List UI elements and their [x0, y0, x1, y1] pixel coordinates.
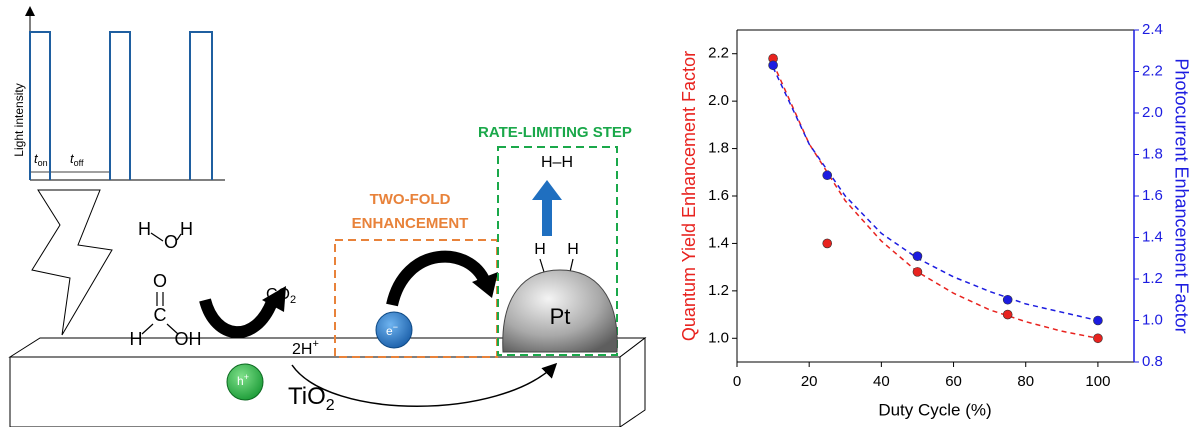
two-fold-label: ENHANCEMENT — [352, 215, 469, 232]
y2-tick-label: 1.0 — [1142, 311, 1163, 328]
y2-axis-label: Photocurrent Enhancement Factor — [1171, 58, 1191, 333]
h2-arrow — [532, 180, 562, 236]
y2-tick-label: 2.4 — [1142, 21, 1163, 38]
y-axis-label: Quantum Yield Enhancement Factor — [679, 51, 699, 341]
y2-tick-label: 2.2 — [1142, 62, 1163, 79]
x-tick-label: 80 — [1017, 373, 1034, 390]
pulse-axis-label: Light intensity — [12, 83, 26, 156]
t-on: ton — [34, 151, 48, 168]
formic-c: C — [154, 305, 167, 325]
data-point — [1003, 310, 1012, 319]
x-tick-label: 40 — [873, 373, 890, 390]
electron-arrow — [392, 257, 485, 305]
y2-tick-label: 0.8 — [1142, 353, 1163, 370]
pt-label: Pt — [550, 304, 571, 329]
data-point — [769, 61, 778, 70]
y2-tick-label: 1.8 — [1142, 145, 1163, 162]
x-tick-label: 0 — [733, 373, 741, 390]
y-tick-label: 1.6 — [708, 187, 729, 204]
formic-oh: OH — [175, 329, 202, 349]
adsorbed-h: H — [534, 241, 546, 258]
fit-curve — [773, 67, 1098, 320]
data-point — [1093, 316, 1102, 325]
x-tick-label: 100 — [1085, 373, 1110, 390]
data-point — [1003, 295, 1012, 304]
figure: Light intensity ton toff H O H O C H OH … — [0, 0, 1192, 427]
rate-limiting-label: RATE-LIMITING STEP — [478, 124, 632, 141]
data-point — [1093, 334, 1102, 343]
y2-tick-label: 1.6 — [1142, 187, 1163, 204]
y-tick-label: 1.2 — [708, 282, 729, 299]
x-axis-label: Duty Cycle (%) — [878, 400, 991, 419]
y-tick-label: 2.0 — [708, 92, 729, 109]
data-point — [823, 239, 832, 248]
y-tick-label: 1.4 — [708, 234, 729, 251]
x-tick-label: 60 — [945, 373, 962, 390]
data-point — [823, 171, 832, 180]
pulse-diagram: Light intensity ton toff — [12, 8, 225, 180]
two-fold-label: TWO-FOLD — [370, 191, 451, 208]
h2: H–H — [541, 154, 573, 171]
formic-h: H — [130, 329, 143, 349]
adsorbed-h: H — [567, 241, 579, 258]
water-h: H — [180, 219, 193, 239]
co2: CO2 — [266, 286, 296, 306]
y2-tick-label: 2.0 — [1142, 104, 1163, 121]
formic-o: O — [153, 271, 167, 291]
y2-tick-label: 1.2 — [1142, 270, 1163, 287]
data-point — [913, 267, 922, 276]
y2-tick-label: 1.4 — [1142, 228, 1163, 245]
x-tick-label: 20 — [801, 373, 818, 390]
fit-curve — [773, 63, 1098, 338]
lightning — [32, 190, 112, 335]
y-tick-label: 2.2 — [708, 45, 729, 62]
oxidation-arrow — [205, 300, 272, 332]
water-o: O — [164, 232, 178, 252]
y-tick-label: 1.8 — [708, 140, 729, 157]
water-h: H — [138, 219, 151, 239]
y-tick-label: 1.0 — [708, 329, 729, 346]
data-point — [913, 252, 922, 261]
t-off: toff — [70, 151, 84, 168]
